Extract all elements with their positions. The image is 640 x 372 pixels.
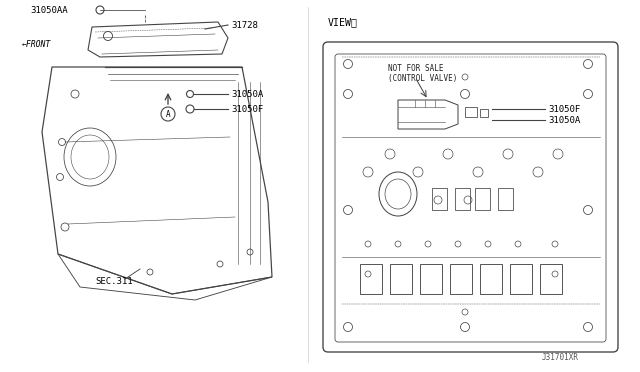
- Text: VIEWⒶ: VIEWⒶ: [328, 17, 358, 27]
- Bar: [480, 109, 488, 117]
- Text: 31050A: 31050A: [231, 90, 263, 99]
- Text: SEC.311: SEC.311: [95, 278, 132, 286]
- Text: A: A: [166, 109, 170, 119]
- Text: 31050A: 31050A: [548, 115, 580, 125]
- Text: J31701XR: J31701XR: [542, 353, 579, 362]
- Text: NOT FOR SALE
(CONTROL VALVE): NOT FOR SALE (CONTROL VALVE): [388, 64, 458, 83]
- Bar: [455, 188, 470, 210]
- Bar: [360, 264, 382, 294]
- Bar: [498, 188, 513, 210]
- Bar: [390, 264, 412, 294]
- Bar: [540, 264, 562, 294]
- Bar: [450, 264, 472, 294]
- Bar: [432, 188, 447, 210]
- Bar: [510, 264, 532, 294]
- Bar: [475, 188, 490, 210]
- Text: 31050F: 31050F: [231, 105, 263, 113]
- Text: ←FRONT: ←FRONT: [22, 39, 51, 48]
- Bar: [465, 107, 477, 117]
- Text: 31050AA: 31050AA: [30, 6, 68, 15]
- Bar: [480, 264, 502, 294]
- Text: 31050F: 31050F: [548, 105, 580, 113]
- Text: 31728: 31728: [231, 20, 258, 29]
- Bar: [420, 264, 442, 294]
